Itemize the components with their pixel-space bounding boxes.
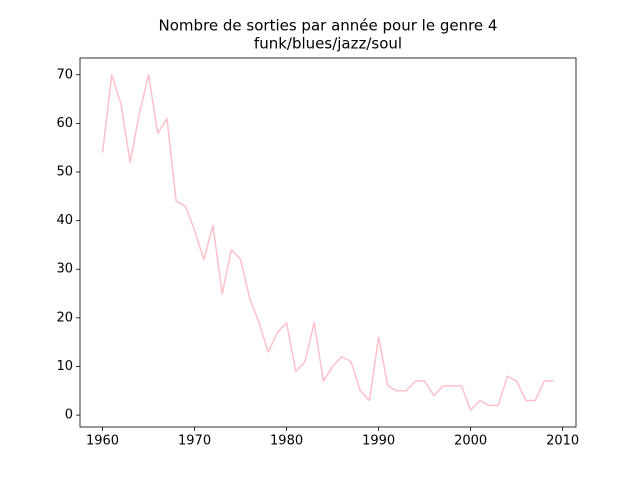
x-tick-label: 2010 <box>546 434 579 449</box>
y-tick-label: 40 <box>56 213 73 228</box>
x-tick-label: 1980 <box>270 434 303 449</box>
y-tick-label: 50 <box>56 165 73 180</box>
x-tick-label: 2000 <box>454 434 487 449</box>
y-tick-label: 60 <box>56 116 73 131</box>
y-tick-label: 0 <box>65 408 73 423</box>
y-tick-label: 70 <box>56 67 73 82</box>
x-tick-label: 1960 <box>86 434 119 449</box>
y-tick-label: 10 <box>56 359 73 374</box>
chart-title: Nombre de sorties par année pour le genr… <box>159 17 498 35</box>
line <box>101 74 554 411</box>
x-tick-label: 1970 <box>178 434 211 449</box>
y-tick-label: 20 <box>56 310 73 325</box>
plot-frame <box>79 57 577 428</box>
chart-subtitle: funk/blues/jazz/soul <box>254 35 402 53</box>
y-tick-label: 30 <box>56 262 73 277</box>
x-tick-label: 1990 <box>362 434 395 449</box>
